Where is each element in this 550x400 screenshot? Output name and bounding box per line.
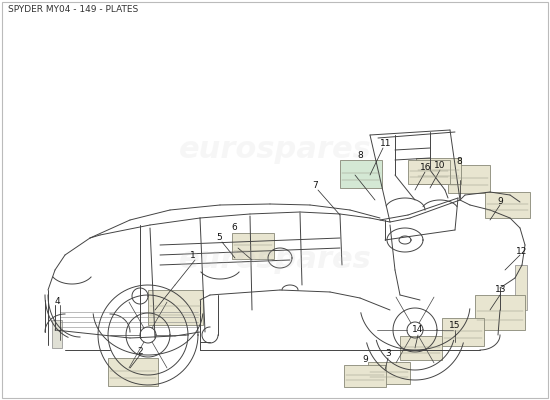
Text: 4: 4: [54, 298, 60, 306]
Text: 7: 7: [312, 182, 318, 190]
Text: 3: 3: [385, 350, 391, 358]
Text: 8: 8: [357, 150, 363, 160]
Text: 9: 9: [497, 196, 503, 206]
Bar: [515, 265, 527, 310]
Text: 5: 5: [216, 234, 222, 242]
Text: 10: 10: [434, 162, 446, 170]
Bar: [485, 192, 530, 218]
Bar: [148, 290, 203, 325]
Bar: [52, 320, 62, 348]
Bar: [108, 358, 158, 386]
Bar: [475, 295, 525, 330]
Bar: [368, 362, 410, 384]
Text: 6: 6: [231, 224, 237, 232]
Text: 2: 2: [137, 346, 143, 356]
Bar: [400, 336, 442, 360]
Text: 11: 11: [380, 138, 392, 148]
Bar: [448, 165, 490, 193]
Text: 8: 8: [456, 156, 462, 166]
Bar: [232, 233, 274, 259]
Text: 1: 1: [190, 252, 196, 260]
Text: eurospares: eurospares: [179, 246, 371, 274]
Bar: [340, 160, 382, 188]
Text: 13: 13: [495, 286, 507, 294]
Bar: [416, 158, 461, 184]
Bar: [344, 365, 386, 387]
Text: 15: 15: [449, 322, 461, 330]
Text: 12: 12: [516, 248, 527, 256]
Text: SPYDER MY04 - 149 - PLATES: SPYDER MY04 - 149 - PLATES: [8, 5, 138, 14]
Text: 9: 9: [362, 356, 368, 364]
Text: 16: 16: [420, 164, 432, 172]
Text: eurospares: eurospares: [179, 136, 371, 164]
Bar: [408, 160, 450, 184]
Bar: [442, 318, 484, 346]
Text: 14: 14: [412, 326, 424, 334]
